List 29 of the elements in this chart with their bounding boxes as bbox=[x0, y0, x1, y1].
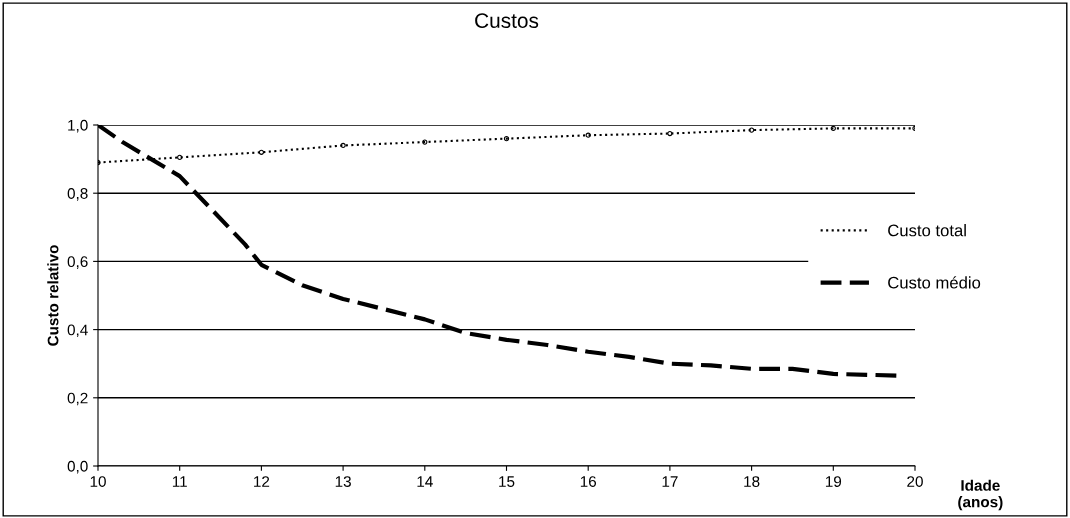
point bbox=[422, 139, 428, 145]
point bbox=[258, 149, 265, 155]
x-tick-label: 17 bbox=[662, 476, 678, 487]
x-tick-label: 12 bbox=[254, 476, 270, 487]
point bbox=[340, 142, 346, 149]
x-tick-label: 13 bbox=[335, 476, 351, 487]
y-axis-title: Custo relativo bbox=[47, 245, 59, 346]
x-tick-label: 20 bbox=[907, 476, 923, 487]
point bbox=[748, 127, 755, 133]
x-axis-title: Idade (anos) bbox=[958, 479, 1003, 511]
x-tick-label: 15 bbox=[499, 476, 515, 487]
y-tick-label: 0,0 bbox=[67, 460, 88, 474]
y-tick-label: 1,0 bbox=[68, 119, 88, 133]
y-tick-label: 0,2 bbox=[67, 392, 88, 406]
x-tick-label: 18 bbox=[744, 476, 760, 487]
point bbox=[830, 125, 836, 132]
y-tick-label: 0,4 bbox=[67, 324, 88, 338]
chart-title: Custos bbox=[475, 13, 539, 28]
point bbox=[667, 130, 673, 137]
legend-label: Custo médio bbox=[888, 276, 981, 289]
point bbox=[177, 154, 183, 161]
y-tick-label: 0,8 bbox=[67, 188, 88, 201]
x-tick-label: 11 bbox=[172, 476, 187, 487]
legend-label: Custo total bbox=[888, 224, 966, 237]
x-tick-label: 16 bbox=[580, 476, 597, 487]
y-tick-label: 0,6 bbox=[67, 256, 88, 269]
x-tick-label: 10 bbox=[90, 476, 106, 487]
x-tick-label: 14 bbox=[417, 476, 433, 487]
x-tick-label: 19 bbox=[825, 476, 842, 487]
